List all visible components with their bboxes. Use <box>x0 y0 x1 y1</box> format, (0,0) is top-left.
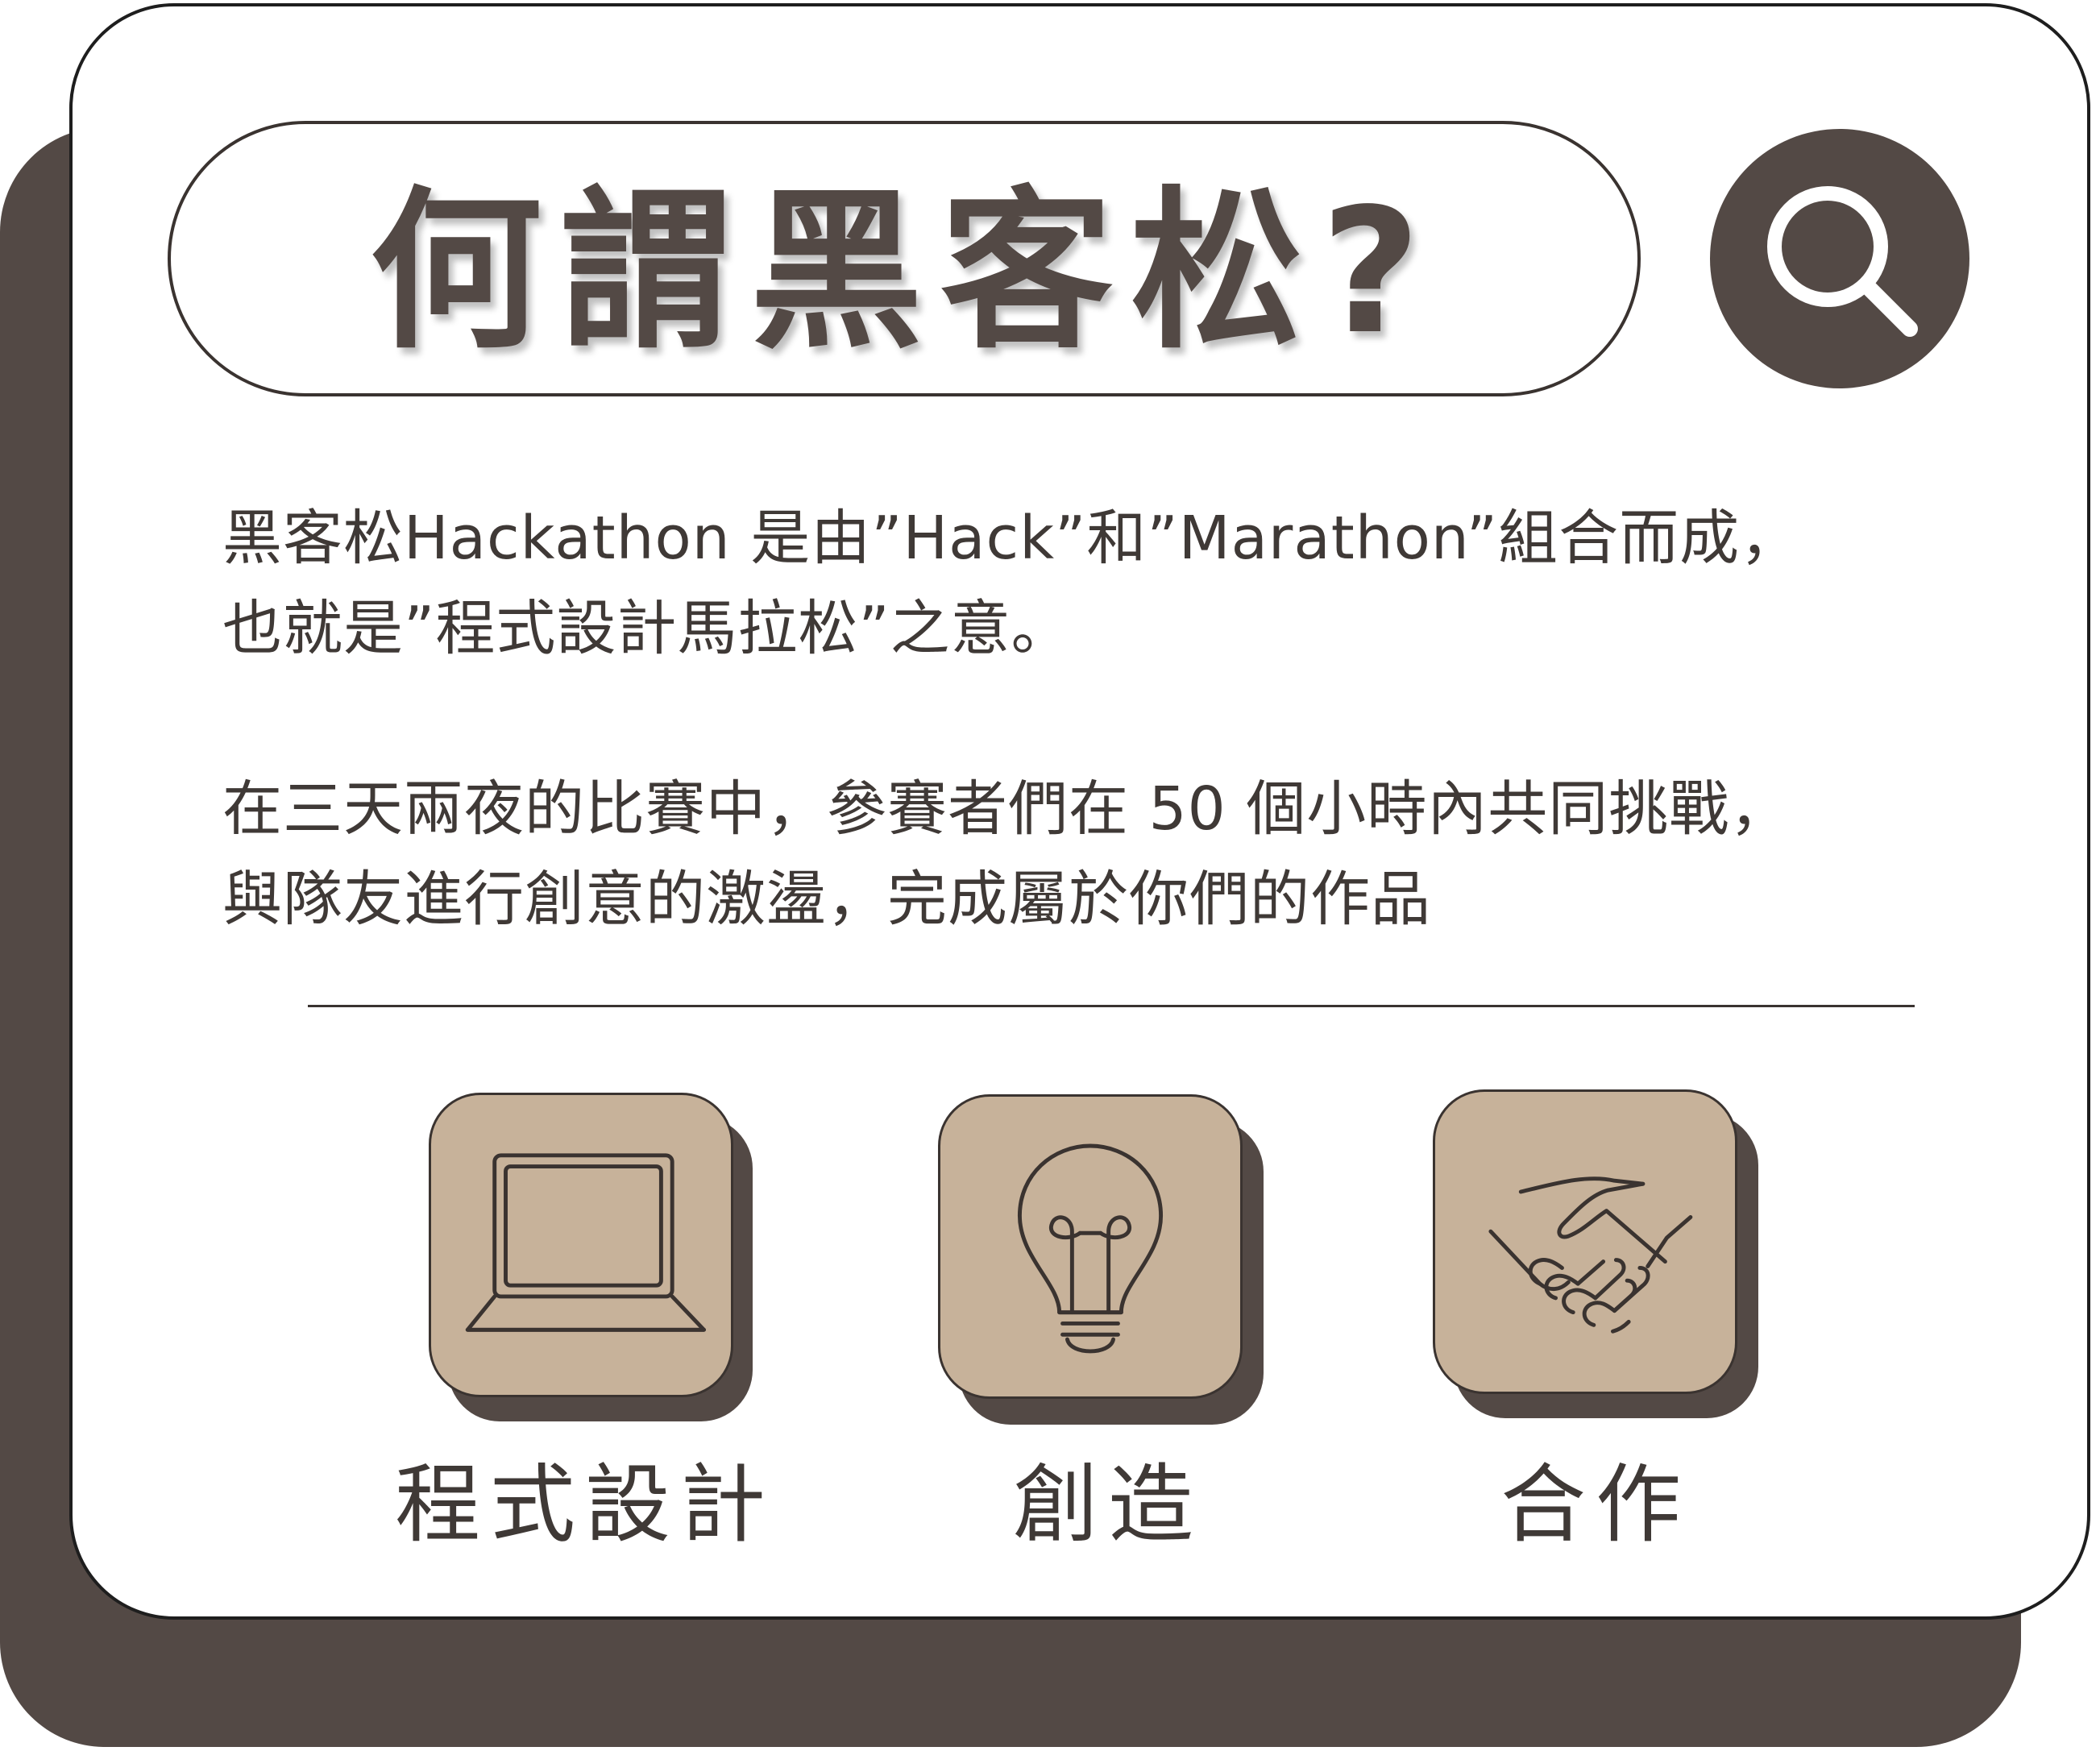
intro-paragraph: 黑客松Hackathon 是由”Hack”和”Marathon”組合而成， 也就… <box>222 493 1800 674</box>
title-search-bar: 何謂黑客松? <box>168 121 1641 396</box>
divider <box>308 1005 1915 1007</box>
feature-tile-creation <box>938 1094 1243 1399</box>
feature-label-cooperation: 合作 <box>1500 1455 1691 1554</box>
feature-tile-programming <box>429 1093 733 1397</box>
handshake-icon <box>1488 1176 1693 1334</box>
feature-label-creation: 創造 <box>1013 1455 1203 1554</box>
intro-line-2: 也就是”程式設計馬拉松”之意。 <box>222 594 1072 663</box>
details-line-2: 與隊友進行創意的激盪，完成屬於你們的作品 <box>222 865 1431 934</box>
feature-label-programming: 程式設計 <box>395 1455 775 1554</box>
lightbulb-icon <box>1017 1143 1164 1354</box>
details-paragraph: 在三天兩夜的比賽中，參賽者們在 50 個小時內共同挑戰， 與隊友進行創意的激盪，… <box>222 764 1790 944</box>
laptop-icon <box>465 1153 706 1332</box>
details-line-1: 在三天兩夜的比賽中，參賽者們在 50 個小時內共同挑戰， <box>222 774 1791 844</box>
search-icon <box>1767 186 1918 337</box>
intro-line-1: 黑客松Hackathon 是由”Hack”和”Marathon”組合而成， <box>222 504 1801 573</box>
feature-tile-cooperation <box>1433 1089 1737 1394</box>
search-button[interactable] <box>1710 129 1969 388</box>
page-title: 何謂黑客松? <box>369 172 1439 372</box>
